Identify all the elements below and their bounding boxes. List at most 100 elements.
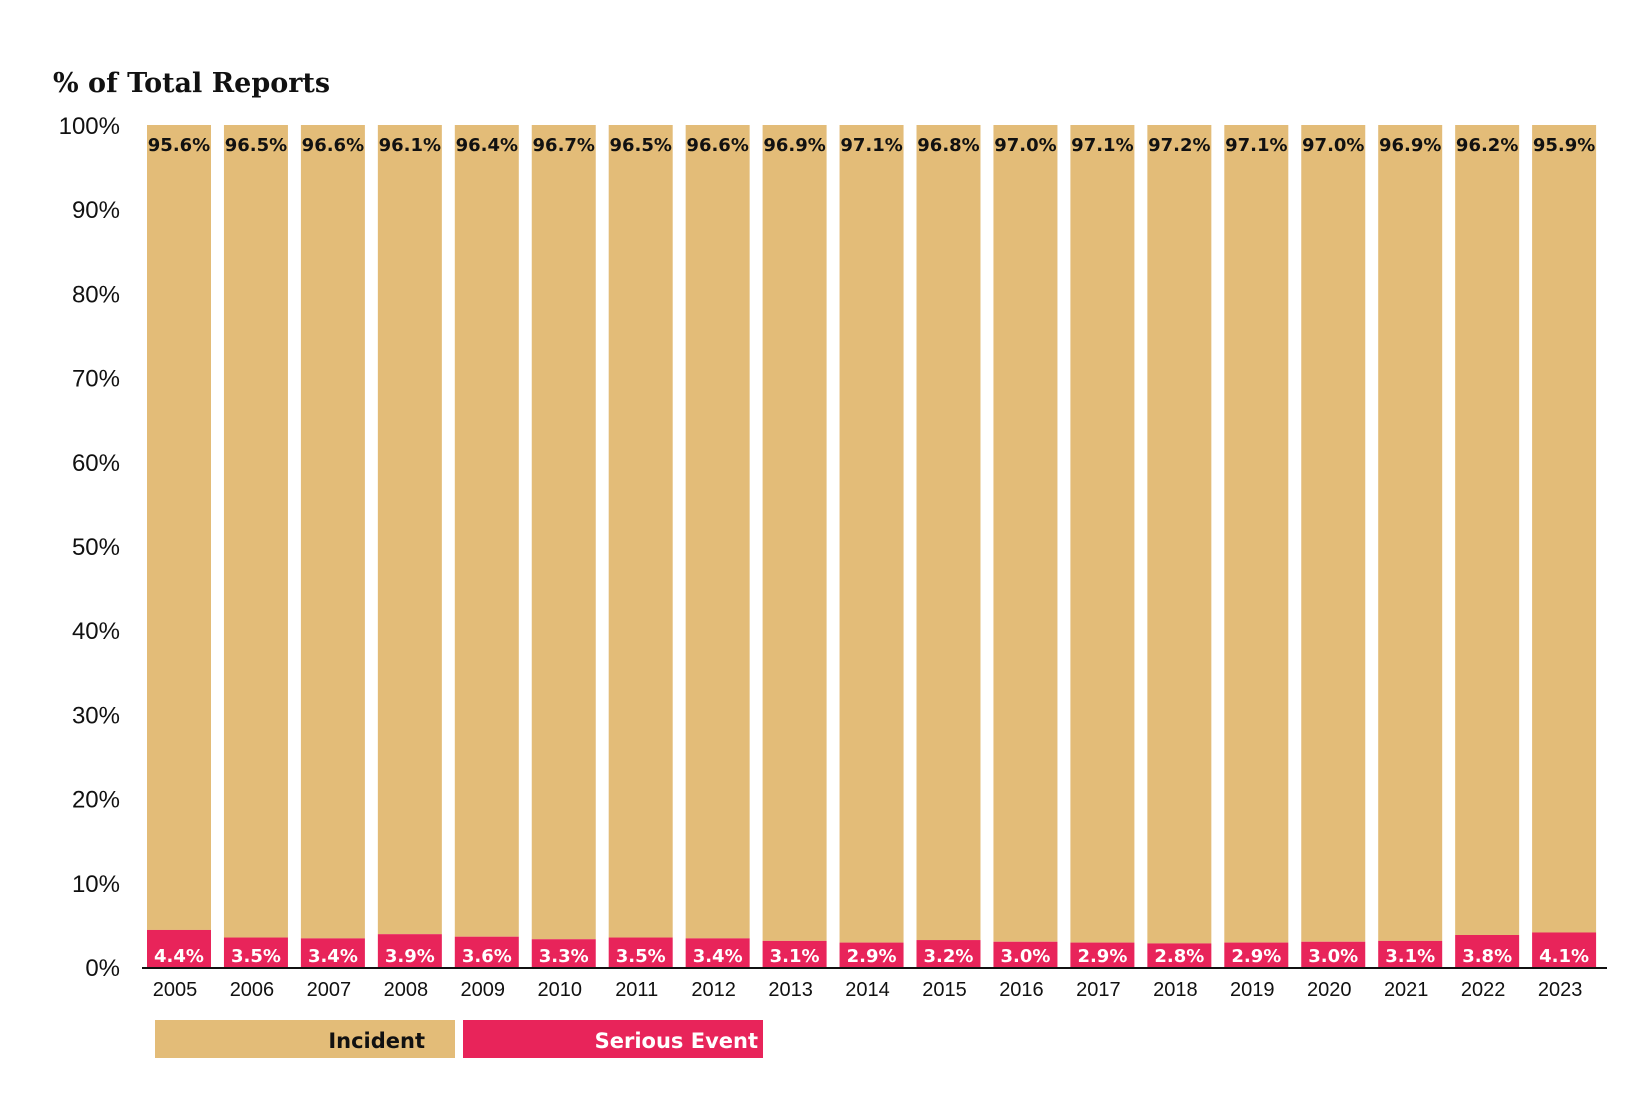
x-tick-label: 2006 bbox=[230, 979, 275, 1001]
x-tick-label: 2008 bbox=[384, 979, 429, 1001]
x-tick-label: 2017 bbox=[1076, 979, 1121, 1001]
x-axis: 2005 2006 2007 2008 2009 2010 2011 2012 2013 2014… bbox=[153, 979, 1583, 1001]
x-tick-label: 2013 bbox=[768, 979, 813, 1001]
y-tick-label: 40% bbox=[72, 618, 120, 645]
y-tick-label: 70% bbox=[72, 366, 120, 393]
bar-incident bbox=[916, 125, 981, 941]
x-tick-label: 2011 bbox=[615, 979, 658, 1001]
x-tick-label: 2016 bbox=[999, 979, 1044, 1001]
legend: Incident Serious Event bbox=[155, 1020, 763, 1058]
bar-serious-event bbox=[1224, 942, 1289, 967]
bar-incident bbox=[993, 125, 1058, 942]
legend-label-serious-event: Serious Event bbox=[595, 1029, 758, 1053]
bar-serious-event bbox=[300, 938, 365, 967]
data-label-serious-event: 3.5% bbox=[616, 946, 666, 967]
data-label-incident: 96.5% bbox=[225, 135, 287, 156]
data-label-incident: 96.2% bbox=[1456, 135, 1518, 156]
x-tick-label: 2018 bbox=[1153, 979, 1198, 1001]
bar-incident bbox=[1070, 125, 1135, 943]
y-tick-label: 80% bbox=[72, 281, 120, 308]
chart-title: % of Total Reports bbox=[53, 68, 330, 99]
data-label-incident: 97.1% bbox=[1071, 135, 1133, 156]
bar-incident bbox=[685, 125, 750, 939]
bar-serious-event bbox=[916, 940, 981, 967]
x-tick-label: 2019 bbox=[1230, 979, 1275, 1001]
bar-incident bbox=[1455, 125, 1520, 936]
x-tick-label: 2022 bbox=[1461, 979, 1506, 1001]
data-label-serious-event: 2.9% bbox=[847, 946, 897, 967]
x-tick-label: 2015 bbox=[922, 979, 967, 1001]
bar-incident bbox=[377, 125, 442, 935]
bar-incident bbox=[608, 125, 673, 938]
y-tick-label: 0% bbox=[85, 955, 120, 982]
bar-serious-event bbox=[223, 937, 288, 967]
bar-incident bbox=[1147, 125, 1212, 944]
x-tick-label: 2014 bbox=[845, 979, 890, 1001]
bar-incident bbox=[839, 125, 904, 943]
data-label-serious-event: 3.2% bbox=[924, 946, 974, 967]
y-tick-label: 20% bbox=[72, 787, 120, 814]
x-tick-label: 2023 bbox=[1538, 979, 1583, 1001]
bar-serious-event bbox=[147, 929, 211, 967]
data-label-serious-event: 3.6% bbox=[462, 946, 512, 967]
y-tick-label: 60% bbox=[72, 450, 120, 477]
data-label-incident: 96.5% bbox=[609, 135, 671, 156]
data-label-serious-event: 2.9% bbox=[1077, 946, 1127, 967]
bar-serious-event bbox=[377, 934, 442, 967]
data-label-serious-event: 3.4% bbox=[693, 946, 743, 967]
data-label-incident: 96.7% bbox=[533, 135, 595, 156]
legend-label-incident: Incident bbox=[328, 1029, 425, 1053]
bar-incident bbox=[1532, 125, 1597, 933]
data-label-incident: 96.6% bbox=[686, 135, 748, 156]
bar-serious-event bbox=[1532, 932, 1597, 967]
data-label-serious-event: 3.0% bbox=[1308, 946, 1358, 967]
data-label-serious-event: 3.9% bbox=[385, 946, 435, 967]
bar-incident bbox=[1378, 125, 1443, 941]
x-tick-label: 2021 bbox=[1384, 979, 1429, 1001]
data-label-serious-event: 2.8% bbox=[1154, 946, 1204, 967]
data-label-incident: 97.2% bbox=[1148, 135, 1210, 156]
x-tick-label: 2010 bbox=[538, 979, 583, 1001]
data-label-serious-event: 3.8% bbox=[1462, 946, 1512, 967]
bar-incident bbox=[454, 125, 519, 937]
y-axis: 0% 10% 20% 30% 40% 50% 60% 70% 80% 90% 100% bbox=[59, 113, 120, 982]
bar-serious-event bbox=[1378, 940, 1443, 967]
bar-incident bbox=[223, 125, 288, 938]
bar-serious-event bbox=[531, 939, 596, 967]
data-label-incident: 97.1% bbox=[840, 135, 902, 156]
data-label-incident: 97.1% bbox=[1225, 135, 1287, 156]
bar-serious-event bbox=[1301, 941, 1366, 967]
data-label-incident: 96.9% bbox=[763, 135, 825, 156]
data-label-serious-event: 3.1% bbox=[1385, 946, 1435, 967]
bar-serious-event bbox=[1070, 942, 1135, 967]
data-label-incident: 96.1% bbox=[379, 135, 441, 156]
x-tick-label: 2005 bbox=[153, 979, 198, 1001]
data-label-incident: 96.4% bbox=[456, 135, 518, 156]
bar-incident bbox=[1224, 125, 1289, 943]
bar-serious-event bbox=[1455, 935, 1520, 967]
data-label-serious-event: 4.1% bbox=[1539, 946, 1589, 967]
y-tick-label: 30% bbox=[72, 702, 120, 729]
data-label-incident: 96.8% bbox=[917, 135, 979, 156]
bar-incident bbox=[147, 125, 211, 930]
data-label-serious-event: 3.4% bbox=[308, 946, 358, 967]
data-label-incident: 95.6% bbox=[148, 135, 210, 156]
bar-incident bbox=[1301, 125, 1366, 942]
data-label-incident: 97.0% bbox=[994, 135, 1056, 156]
data-label-serious-event: 3.3% bbox=[539, 946, 589, 967]
y-tick-label: 10% bbox=[72, 871, 120, 898]
bar-serious-event bbox=[608, 937, 673, 967]
data-label-serious-event: 3.1% bbox=[770, 946, 820, 967]
bar-serious-event bbox=[685, 938, 750, 967]
data-label-incident: 97.0% bbox=[1302, 135, 1364, 156]
bar-serious-event bbox=[839, 942, 904, 967]
data-label-incident: 95.9% bbox=[1533, 135, 1595, 156]
data-label-serious-event: 3.0% bbox=[1000, 946, 1050, 967]
bar-serious-event bbox=[993, 941, 1058, 967]
y-tick-label: 50% bbox=[72, 534, 120, 561]
x-tick-label: 2007 bbox=[307, 979, 352, 1001]
data-label-incident: 96.9% bbox=[1379, 135, 1441, 156]
bar-serious-event bbox=[1147, 943, 1212, 967]
legend-swatch-incident bbox=[155, 1020, 455, 1058]
